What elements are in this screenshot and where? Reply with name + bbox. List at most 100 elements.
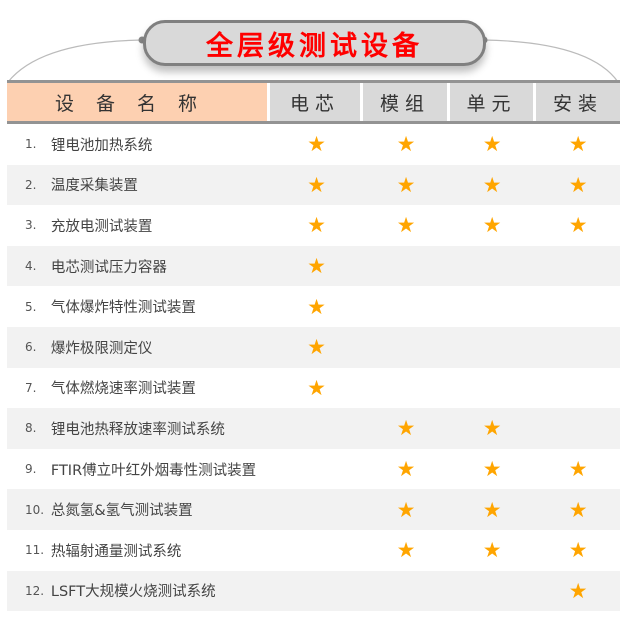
equipment-name: 锂电池加热系统	[50, 137, 153, 154]
mark-cell: ★	[364, 538, 448, 562]
row-number: 12.	[25, 583, 45, 598]
mark-cell: ★	[272, 213, 362, 237]
header-cell: 电芯	[270, 83, 360, 121]
table-row: 10. 总氮氢&氢气测试装置 ★ ★ ★	[7, 489, 620, 530]
equipment-name: 气体爆炸特性测试装置	[50, 300, 196, 317]
table-row: 9. FTIR傅立叶红外烟毒性测试装置 ★ ★ ★	[7, 449, 620, 490]
star-icon: ★	[482, 132, 502, 157]
page-title: 全层级测试设备	[206, 30, 423, 62]
table-row: 2. 温度采集装置 ★ ★ ★ ★	[7, 164, 620, 206]
row-number: 9.	[25, 462, 37, 477]
star-icon: ★	[307, 375, 326, 400]
mark-cell: ★	[451, 173, 534, 197]
star-icon: ★	[307, 213, 326, 238]
table-row: 12. LSFT大规模火烧测试系统 ★	[7, 570, 620, 612]
star-icon: ★	[307, 335, 326, 360]
star-icon: ★	[307, 294, 326, 319]
table-body: 1. 锂电池加热系统 ★ ★ ★ ★ 2. 温度采集装置 ★ ★ ★ ★ 3. 充放电测试装置 ★ ★ ★ ★ 4.…	[7, 124, 620, 612]
mark-cell: ★	[364, 498, 448, 522]
mark-cell: ★	[451, 538, 534, 562]
star-icon: ★	[568, 213, 588, 238]
title-banner: 全层级测试设备	[143, 20, 486, 66]
table-row: 8. 锂电池热释放速率测试系统 ★ ★	[7, 408, 620, 449]
header-unit: 单元	[450, 83, 533, 121]
star-icon: ★	[482, 497, 502, 522]
table-header: 设备名称 电芯 模组 单元 安装	[7, 80, 620, 124]
star-icon: ★	[482, 172, 502, 197]
star-icon: ★	[568, 578, 588, 603]
mark-cell: ★	[536, 457, 620, 481]
mark-cell: ★	[536, 579, 620, 603]
star-icon: ★	[482, 416, 502, 441]
equipment-name: FTIR傅立叶红外烟毒性测试装置	[50, 462, 257, 479]
header-name: 设备名称	[7, 83, 267, 121]
mark-cell: ★	[451, 457, 534, 481]
table-row: 6. 爆炸极限测定仪 ★	[7, 326, 620, 368]
equipment-name: 爆炸极限测定仪	[50, 340, 153, 357]
star-icon: ★	[307, 254, 326, 279]
row-number: 8.	[25, 421, 37, 436]
mark-cell: ★	[364, 416, 448, 440]
mark-cell: ★	[272, 254, 362, 278]
row-number: 11.	[25, 543, 45, 558]
row-number: 6.	[25, 340, 37, 355]
star-icon: ★	[396, 416, 416, 441]
star-icon: ★	[396, 213, 416, 238]
mark-cell: ★	[451, 498, 534, 522]
table-row: 7. 气体燃烧速率测试装置 ★	[7, 368, 620, 409]
equipment-name: 热辐射通量测试系统	[50, 543, 182, 560]
equipment-table: 设备名称 电芯 模组 单元 安装 1. 锂电池加热系统 ★ ★ ★ ★ 2. 温度采集装置 ★ ★…	[7, 80, 620, 612]
row-number: 5.	[25, 299, 37, 314]
star-icon: ★	[307, 172, 326, 197]
mark-cell: ★	[272, 295, 362, 319]
row-number: 3.	[25, 218, 37, 233]
table-row: 4. 电芯测试压力容器 ★	[7, 245, 620, 287]
row-number: 7.	[25, 380, 37, 395]
mark-cell: ★	[536, 132, 620, 156]
equipment-name: 电芯测试压力容器	[50, 259, 167, 276]
equipment-name: 气体燃烧速率测试装置	[50, 381, 196, 398]
star-icon: ★	[482, 213, 502, 238]
equipment-name: 锂电池热释放速率测试系统	[50, 421, 225, 438]
mark-cell: ★	[536, 498, 620, 522]
mark-cell: ★	[364, 457, 448, 481]
star-icon: ★	[568, 172, 588, 197]
star-icon: ★	[482, 538, 502, 563]
mark-cell: ★	[272, 335, 362, 359]
table-row: 5. 气体爆炸特性测试装置 ★	[7, 286, 620, 327]
row-number: 4.	[25, 259, 37, 274]
star-icon: ★	[568, 538, 588, 563]
mark-cell: ★	[536, 213, 620, 237]
mark-cell: ★	[364, 132, 448, 156]
table-row: 3. 充放电测试装置 ★ ★ ★ ★	[7, 205, 620, 246]
equipment-name: LSFT大规模火烧测试系统	[50, 584, 216, 601]
star-icon: ★	[568, 497, 588, 522]
star-icon: ★	[568, 132, 588, 157]
mark-cell: ★	[272, 173, 362, 197]
row-number: 2.	[25, 177, 37, 192]
row-number: 1.	[25, 137, 37, 152]
star-icon: ★	[396, 538, 416, 563]
mark-cell: ★	[364, 173, 448, 197]
header-install: 安装	[536, 83, 620, 121]
star-icon: ★	[396, 457, 416, 482]
equipment-name: 充放电测试装置	[50, 218, 153, 235]
mark-cell: ★	[272, 132, 362, 156]
star-icon: ★	[307, 132, 326, 157]
star-icon: ★	[396, 132, 416, 157]
mark-cell: ★	[536, 173, 620, 197]
star-icon: ★	[396, 172, 416, 197]
equipment-name: 温度采集装置	[50, 178, 138, 195]
row-number: 10.	[25, 502, 45, 517]
mark-cell: ★	[364, 213, 448, 237]
header-module: 模组	[363, 83, 447, 121]
table-row: 1. 锂电池加热系统 ★ ★ ★ ★	[7, 124, 620, 165]
star-icon: ★	[568, 457, 588, 482]
table-row: 11. 热辐射通量测试系统 ★ ★ ★	[7, 530, 620, 571]
star-icon: ★	[396, 497, 416, 522]
equipment-name: 总氮氢&氢气测试装置	[50, 503, 193, 520]
mark-cell: ★	[272, 376, 362, 400]
mark-cell: ★	[451, 213, 534, 237]
mark-cell: ★	[451, 416, 534, 440]
mark-cell: ★	[536, 538, 620, 562]
